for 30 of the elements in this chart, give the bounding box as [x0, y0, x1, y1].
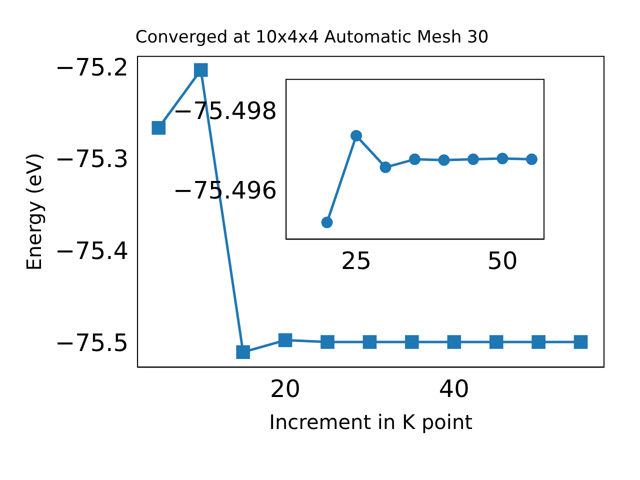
point: [320, 335, 334, 349]
x-tick-label: 20: [270, 374, 301, 403]
y-tick-label: −75.3: [55, 145, 129, 174]
chart-title: Converged at 10x4x4 Automatic Mesh 30: [135, 28, 489, 48]
point: [447, 335, 462, 349]
y-tick-label: −75.2: [55, 53, 129, 82]
point: [489, 335, 504, 349]
point: [467, 154, 479, 166]
point: [194, 63, 208, 77]
point: [405, 335, 419, 349]
y-tick-label: −75.5: [55, 329, 129, 358]
y-tick-label: −75.4: [55, 237, 129, 266]
point: [152, 120, 166, 135]
x-axis-title: Increment in K point: [269, 410, 473, 434]
x-tick-label: 40: [438, 374, 470, 403]
point: [438, 154, 450, 166]
point: [278, 333, 292, 348]
point: [350, 130, 362, 142]
point: [409, 154, 420, 166]
point: [496, 152, 508, 164]
point: [236, 345, 250, 360]
point: [526, 154, 538, 166]
point: [362, 335, 377, 349]
point: [532, 335, 546, 349]
point: [321, 216, 333, 228]
x-tick-label: 50: [487, 246, 518, 275]
y-axis-title: Energy (eV): [22, 152, 46, 271]
point: [574, 335, 588, 349]
x-tick-label: 25: [340, 246, 372, 275]
point: [380, 162, 392, 174]
